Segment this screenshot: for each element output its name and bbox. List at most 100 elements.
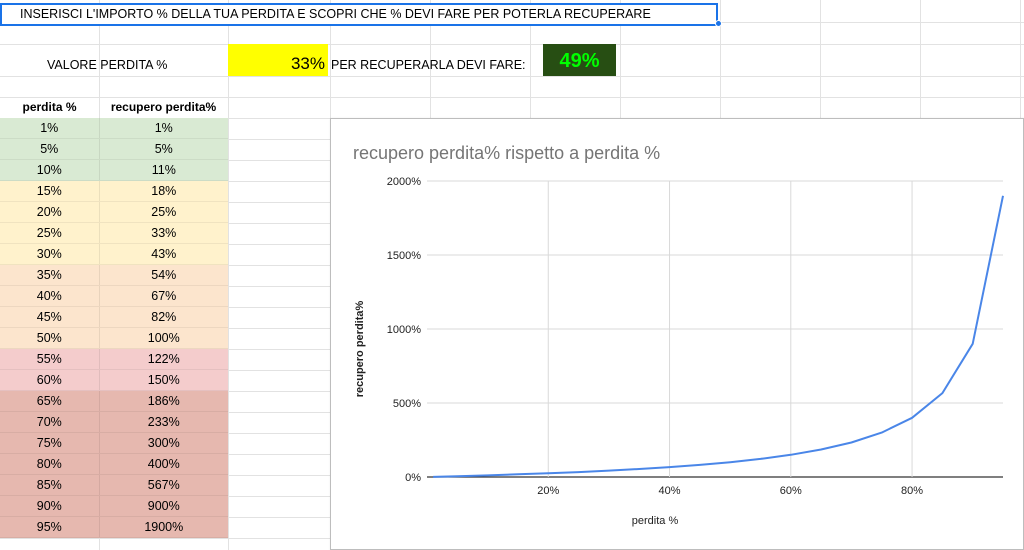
table-row: 45% 82% [0, 307, 228, 328]
table-row: 60% 150% [0, 370, 228, 391]
recovery-cell[interactable]: 100% [147, 331, 180, 345]
y-tick-label: 1000% [387, 324, 421, 336]
data-point[interactable] [576, 470, 581, 475]
chart-title: recupero perdita% rispetto a perdita % [353, 143, 660, 163]
recovery-cell[interactable]: 5% [154, 142, 173, 156]
loss-cell[interactable]: 20% [0, 202, 100, 222]
x-tick-label: 60% [780, 485, 802, 497]
data-point[interactable] [455, 474, 460, 479]
y-axis-label: recupero perdita% [354, 300, 366, 397]
data-point[interactable] [940, 391, 945, 396]
data-point[interactable] [849, 440, 854, 445]
y-tick-label: 2000% [387, 176, 421, 188]
data-point[interactable] [431, 474, 436, 479]
loss-cell[interactable]: 85% [0, 475, 100, 495]
recovery-cell[interactable]: 1% [154, 121, 173, 135]
recovery-cell[interactable]: 11% [151, 163, 176, 177]
data-point[interactable] [788, 452, 793, 457]
loss-cell[interactable]: 90% [0, 496, 100, 516]
loss-cell[interactable]: 40% [0, 286, 100, 306]
loss-cell[interactable]: 80% [0, 454, 100, 474]
table-row: 40% 67% [0, 286, 228, 307]
data-point[interactable] [515, 472, 520, 477]
table-row: 50% 100% [0, 328, 228, 349]
table-row: 55% 122% [0, 349, 228, 370]
data-point[interactable] [667, 465, 672, 470]
recovery-cell[interactable]: 1900% [144, 520, 184, 534]
loss-cell[interactable]: 65% [0, 391, 100, 411]
loss-cell[interactable]: 35% [0, 265, 100, 285]
chart-canvas: recupero perdita% rispetto a perdita % 0%… [353, 143, 1006, 527]
loss-cell[interactable]: 60% [0, 370, 100, 390]
table-row: 90% 900% [0, 496, 228, 517]
header-recovery[interactable]: recupero perdita% [110, 100, 217, 114]
recovery-cell[interactable]: 567% [147, 478, 180, 492]
data-point[interactable] [819, 447, 824, 452]
recovery-cell[interactable]: 82% [151, 310, 177, 324]
recovery-cell[interactable]: 900% [147, 499, 180, 513]
data-point[interactable] [879, 430, 884, 435]
data-point[interactable] [970, 341, 975, 346]
table-row: 10% 11% [0, 160, 228, 181]
table-row: 25% 33% [0, 223, 228, 244]
data-point[interactable] [546, 471, 551, 476]
loss-cell[interactable]: 5% [0, 139, 100, 159]
recovery-cell[interactable]: 300% [147, 436, 180, 450]
recovery-cell[interactable]: 33% [151, 226, 177, 240]
loss-cell[interactable]: 10% [0, 160, 100, 180]
loss-value-cell[interactable]: 33% [228, 44, 328, 76]
x-tick-label: 40% [659, 485, 681, 497]
instruction-banner-cell[interactable]: INSERISCI L'IMPORTO % DELLA TUA PERDITA … [0, 3, 718, 26]
loss-cell[interactable]: 70% [0, 412, 100, 432]
data-point[interactable] [728, 460, 733, 465]
x-axis-label: perdita % [632, 515, 679, 527]
header-loss[interactable]: perdita % [22, 100, 77, 114]
recovery-cell[interactable]: 122% [147, 352, 180, 366]
fill-handle[interactable] [715, 20, 722, 27]
recovery-cell[interactable]: 150% [147, 373, 180, 387]
recovery-cell[interactable]: 54% [151, 268, 177, 282]
loss-cell[interactable]: 95% [0, 517, 100, 537]
loss-cell[interactable]: 15% [0, 181, 100, 201]
data-point[interactable] [606, 468, 611, 473]
y-tick-label: 0% [405, 472, 421, 484]
loss-cell[interactable]: 75% [0, 433, 100, 453]
loss-cell[interactable]: 1% [0, 118, 100, 138]
loss-cell[interactable]: 30% [0, 244, 100, 264]
loss-cell[interactable]: 45% [0, 307, 100, 327]
x-tick-label: 20% [537, 485, 559, 497]
series-line[interactable] [433, 195, 1004, 478]
data-point[interactable] [910, 415, 915, 420]
recovery-cell[interactable]: 67% [151, 289, 177, 303]
recovery-cell[interactable]: 43% [151, 247, 177, 261]
table-row: 20% 25% [0, 202, 228, 223]
loss-cell[interactable]: 25% [0, 223, 100, 243]
data-point[interactable] [485, 473, 490, 478]
x-tick-label: 80% [901, 485, 923, 497]
recovery-cell[interactable]: 400% [147, 457, 180, 471]
data-point[interactable] [1001, 193, 1006, 198]
loss-cell[interactable]: 50% [0, 328, 100, 348]
loss-cell[interactable]: 55% [0, 349, 100, 369]
recovery-cell[interactable]: 233% [147, 415, 180, 429]
recover-value-cell[interactable]: 49% [543, 44, 616, 76]
recover-label: PER RECUPERARLA DEVI FARE: [331, 58, 526, 72]
instruction-banner-text: INSERISCI L'IMPORTO % DELLA TUA PERDITA … [20, 7, 651, 21]
table-row: 5% 5% [0, 139, 228, 160]
table-row: 1% 1% [0, 118, 228, 139]
table-row: 30% 43% [0, 244, 228, 265]
table-row: 15% 18% [0, 181, 228, 202]
data-point[interactable] [697, 462, 702, 467]
table-row: 65% 186% [0, 391, 228, 412]
recovery-cell[interactable]: 18% [151, 184, 177, 198]
table-row: 35% 54% [0, 265, 228, 286]
recovery-cell[interactable]: 186% [147, 394, 180, 408]
recovery-chart[interactable]: recupero perdita% rispetto a perdita % 0%… [330, 118, 1024, 550]
table-row: 95% 1900% [0, 517, 228, 538]
recovery-cell[interactable]: 25% [151, 205, 177, 219]
table-row: 75% 300% [0, 433, 228, 454]
data-point[interactable] [758, 456, 763, 461]
table-row: 85% 567% [0, 475, 228, 496]
y-tick-label: 1500% [387, 250, 421, 262]
data-point[interactable] [637, 467, 642, 472]
